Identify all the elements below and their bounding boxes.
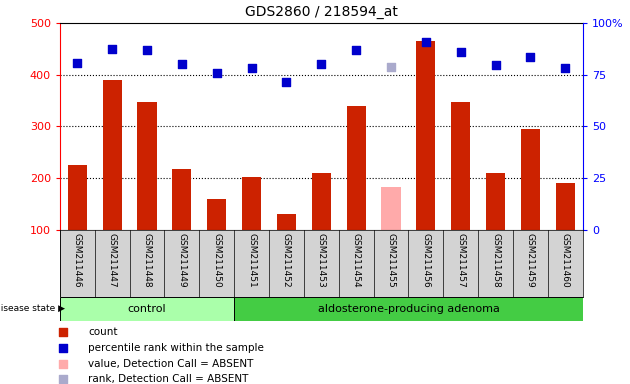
Text: GSM211454: GSM211454 — [352, 233, 360, 288]
Point — [58, 376, 68, 382]
Text: GSM211446: GSM211446 — [73, 233, 82, 288]
Bar — [381, 187, 401, 230]
Bar — [451, 101, 471, 230]
Text: GSM211450: GSM211450 — [212, 233, 221, 288]
Point — [58, 345, 68, 351]
Text: value, Detection Call = ABSENT: value, Detection Call = ABSENT — [88, 359, 253, 369]
Bar — [207, 199, 226, 230]
Point — [525, 53, 536, 60]
Text: GSM211449: GSM211449 — [178, 233, 186, 288]
Text: GSM211457: GSM211457 — [456, 233, 465, 288]
Text: GSM211448: GSM211448 — [142, 233, 151, 288]
Bar — [234, 297, 583, 321]
Bar — [277, 214, 296, 230]
Point — [282, 79, 292, 86]
Bar — [242, 177, 261, 230]
Point — [421, 39, 431, 45]
Bar — [312, 173, 331, 230]
Point — [107, 46, 117, 52]
Bar — [172, 169, 192, 230]
Bar — [346, 106, 366, 230]
Text: disease state ▶: disease state ▶ — [0, 304, 65, 313]
Point — [58, 361, 68, 367]
Text: GSM211447: GSM211447 — [108, 233, 117, 288]
Point — [212, 70, 222, 76]
Text: GSM211458: GSM211458 — [491, 233, 500, 288]
Bar — [486, 173, 505, 230]
Point — [491, 62, 501, 68]
Point — [455, 50, 466, 56]
Point — [246, 65, 256, 71]
Point — [560, 65, 570, 71]
Point — [142, 47, 152, 53]
Bar — [103, 80, 122, 230]
Bar — [521, 129, 540, 230]
Point — [72, 60, 83, 66]
Bar — [60, 297, 234, 321]
Text: GSM211456: GSM211456 — [421, 233, 430, 288]
Text: GSM211452: GSM211452 — [282, 233, 291, 288]
Bar — [67, 165, 87, 230]
Point — [177, 61, 187, 68]
Text: percentile rank within the sample: percentile rank within the sample — [88, 343, 264, 353]
Text: GSM211451: GSM211451 — [247, 233, 256, 288]
Bar — [556, 183, 575, 230]
Point — [351, 47, 361, 53]
Text: GSM211460: GSM211460 — [561, 233, 570, 288]
Text: GSM211453: GSM211453 — [317, 233, 326, 288]
Text: GSM211455: GSM211455 — [387, 233, 396, 288]
Text: GSM211459: GSM211459 — [526, 233, 535, 288]
Bar — [137, 101, 157, 230]
Text: count: count — [88, 327, 118, 337]
Bar — [416, 41, 435, 230]
Text: rank, Detection Call = ABSENT: rank, Detection Call = ABSENT — [88, 374, 249, 384]
Text: aldosterone-producing adenoma: aldosterone-producing adenoma — [318, 304, 500, 314]
Title: GDS2860 / 218594_at: GDS2860 / 218594_at — [245, 5, 398, 19]
Text: control: control — [128, 304, 166, 314]
Point — [386, 64, 396, 70]
Point — [58, 329, 68, 335]
Point — [316, 61, 326, 68]
